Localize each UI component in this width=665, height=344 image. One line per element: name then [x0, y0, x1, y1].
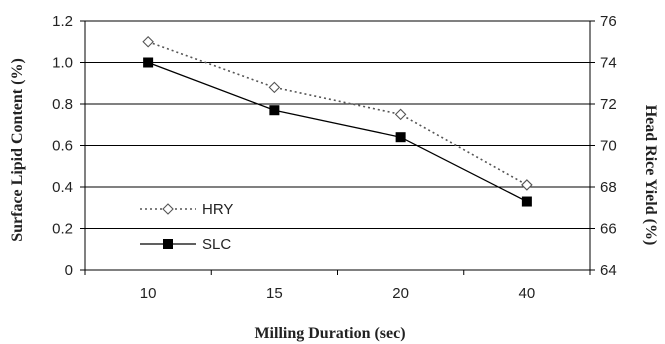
- y-right-tick-label: 74: [600, 55, 617, 72]
- data-point-hry: [142, 35, 154, 48]
- legend-marker-hry: [162, 203, 174, 215]
- data-point-hry: [394, 108, 407, 121]
- legend-label-slc: SLC: [202, 236, 231, 253]
- y-left-tick-label: 1.0: [52, 55, 73, 72]
- data-point-slc: [395, 132, 406, 143]
- y-left-tick-label: 0.4: [52, 179, 73, 196]
- legend-label-hry: HRY: [202, 201, 233, 218]
- y-right-tick-label: 72: [600, 96, 617, 113]
- y-left-tick-label: 0.2: [52, 221, 73, 238]
- y-left-tick-label: 0: [65, 262, 73, 279]
- series: [142, 35, 533, 207]
- series-line-hry: [147, 40, 528, 186]
- y-left-axis-title: Surface Lipid Content (%): [9, 58, 26, 242]
- legend-marker-slc: [163, 239, 173, 249]
- y-right-tick-label: 68: [600, 179, 617, 196]
- x-axis-title: Milling Duration (sec): [254, 325, 405, 342]
- data-point-slc: [143, 57, 154, 68]
- y-left-tick-label: 0.8: [52, 96, 73, 113]
- x-tick-label: 20: [392, 285, 409, 302]
- axes: [80, 20, 595, 275]
- data-point-slc: [269, 105, 280, 116]
- x-tick-label: 10: [140, 285, 157, 302]
- data-point-slc: [521, 196, 532, 207]
- y-left-tick-label: 0.6: [52, 138, 73, 155]
- y-right-axis-title: Head Rice Yield (%): [642, 105, 659, 246]
- y-right-tick-label: 70: [600, 138, 617, 155]
- grid: [85, 20, 590, 271]
- y-left-ticks: 0 0.2 0.4 0.6 0.8 1.0 1.2: [52, 13, 73, 279]
- y-right-ticks: 64 66 68 70 72 74 76: [600, 13, 617, 279]
- y-right-tick-label: 64: [600, 262, 617, 279]
- x-tick-label: 40: [519, 285, 536, 302]
- legend: HRY SLC: [134, 197, 242, 256]
- data-point-hry: [521, 179, 533, 191]
- series-line-slc: [147, 61, 528, 203]
- y-left-tick-label: 1.2: [52, 13, 73, 30]
- y-right-tick-label: 66: [600, 221, 617, 238]
- data-point-hry: [268, 81, 281, 94]
- x-ticks: 10 15 20 40: [140, 285, 535, 302]
- y-right-tick-label: 76: [600, 13, 617, 30]
- x-tick-label: 15: [266, 285, 283, 302]
